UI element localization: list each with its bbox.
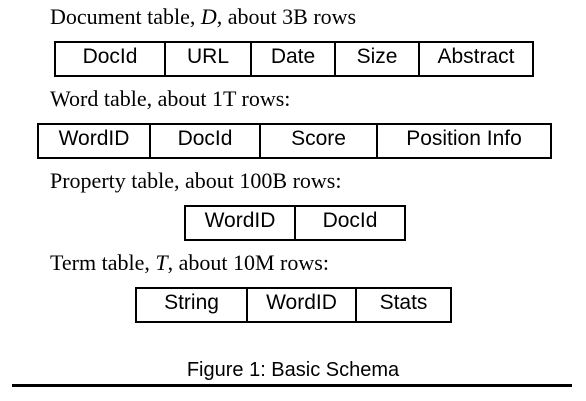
document-table-variable: D — [200, 4, 217, 29]
document-table-caption-text: Document table, — [50, 4, 201, 29]
figure-caption: Figure 1: Basic Schema — [186, 359, 400, 381]
term-column-stats: Stats — [379, 291, 428, 314]
document-table-schema: DocId URL Date Size Abstract — [54, 41, 534, 77]
document-column-size: Size — [336, 43, 420, 75]
word-column-position-info: Position Info — [406, 127, 522, 150]
property-table-caption: Property table, about 100B rows: — [50, 168, 342, 193]
term-column-string: String — [137, 289, 248, 321]
word-column-docid: DocId — [151, 125, 261, 157]
term-column-wordid: WordID — [248, 289, 357, 321]
term-table-caption: Term table, T, about 10M rows: — [50, 250, 329, 276]
property-column-docid: DocId — [322, 209, 378, 232]
property-column-wordid: WordID — [186, 207, 296, 239]
term-table-caption-suffix: , about 10M rows: — [167, 250, 329, 275]
document-table-caption-suffix: , about 3B rows — [216, 4, 357, 29]
word-table-caption: Word table, about 1T rows: — [50, 86, 291, 111]
document-column-url: URL — [166, 43, 252, 75]
word-column-wordid: WordID — [39, 125, 151, 157]
term-table-variable: T — [155, 250, 168, 275]
term-table-caption-text: Term table, — [50, 250, 156, 275]
document-table-caption: Document table, D, about 3B rows — [50, 4, 356, 30]
term-table-schema: String WordID Stats — [135, 287, 452, 323]
document-column-docid: DocId — [56, 43, 166, 75]
word-column-score: Score — [261, 125, 378, 157]
document-column-date: Date — [252, 43, 336, 75]
document-column-abstract: Abstract — [437, 45, 515, 68]
word-table-schema: WordID DocId Score Position Info — [37, 123, 552, 159]
property-table-schema: WordID DocId — [184, 205, 406, 241]
bottom-rule — [12, 384, 572, 387]
